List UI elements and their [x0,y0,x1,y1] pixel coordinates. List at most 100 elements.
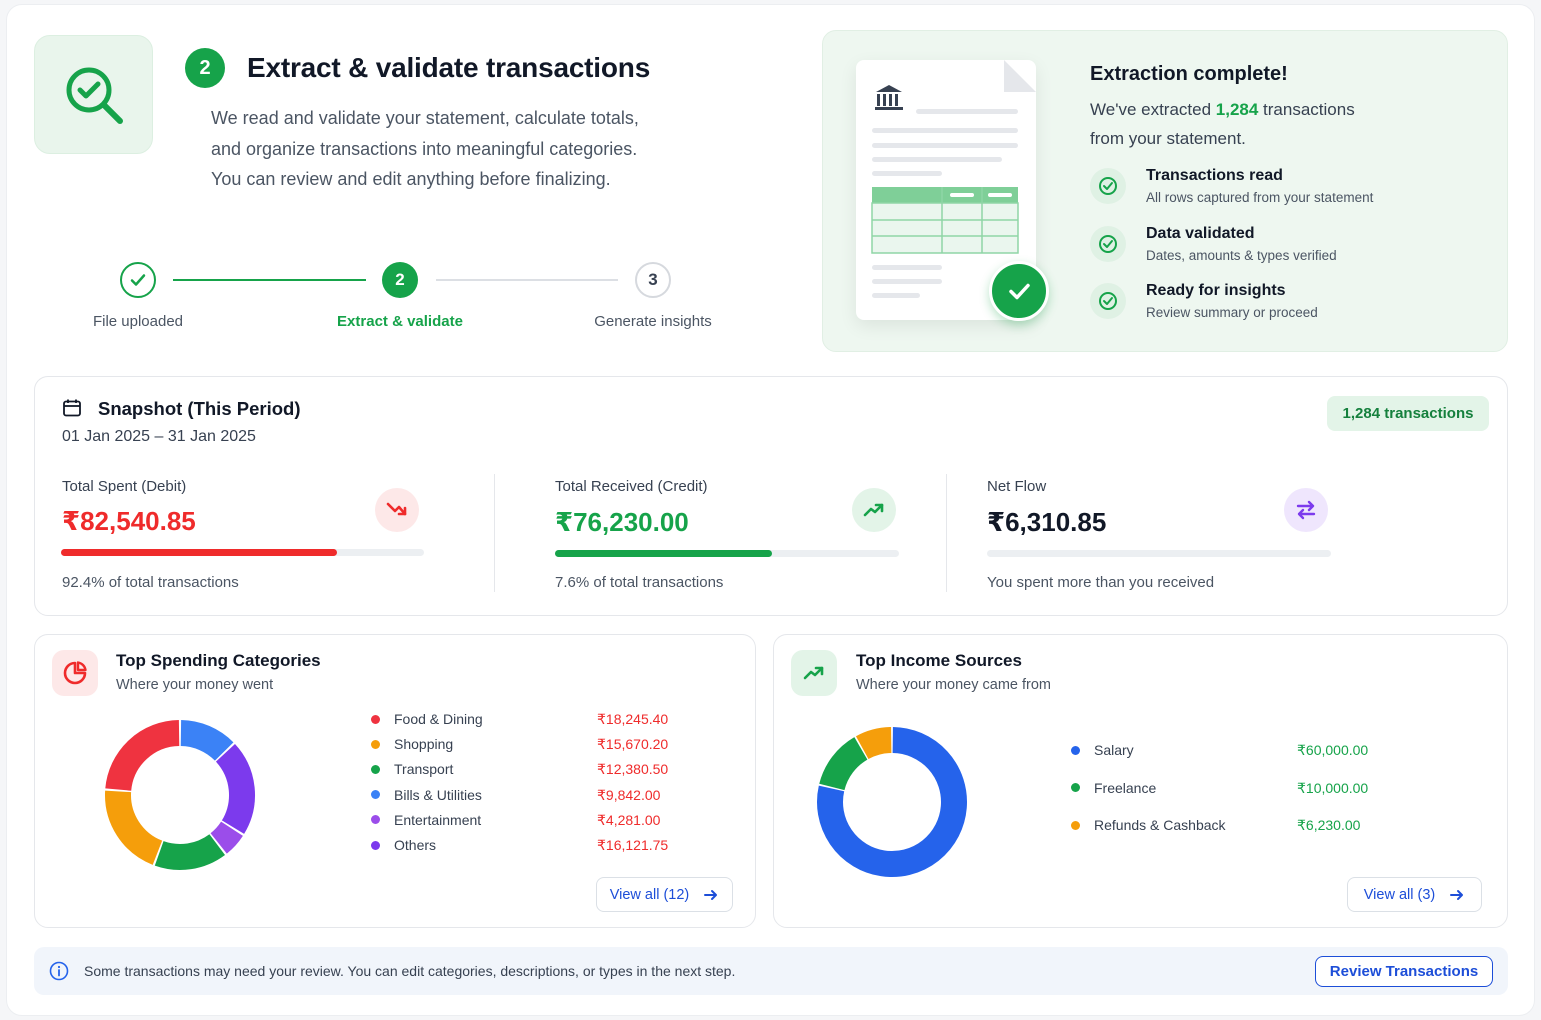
metric-label-received: Total Received (Credit) [555,478,708,495]
progress-fill-received [555,550,772,557]
donut-slice-transport [154,833,226,870]
snapshot-title: Snapshot (This Period) [98,398,301,419]
check-title: Ready for insights [1146,282,1286,299]
stepper-step-insights[interactable]: 3 [635,262,671,298]
divider [946,474,947,592]
view-all-label: View all (12) [609,886,690,903]
extraction-success-badge [989,261,1049,321]
snapshot-date-range: 01 Jan 2025 – 31 Jan 2025 [62,428,256,445]
stepper-label-insights: Generate insights [594,313,712,330]
check-circle-icon [1090,226,1126,262]
review-info-text: Some transactions may need your review. … [84,963,736,979]
legend-label: Transport [394,761,454,778]
legend-item: Shopping [371,736,453,752]
stepper-step-extract[interactable]: 2 [382,262,418,298]
stepper-step-file-uploaded[interactable] [120,262,156,298]
summary-prefix: We've extracted [1090,100,1216,119]
income-title: Top Income Sources [856,651,1022,670]
legend-label: Salary [1094,742,1134,758]
donut-slice-food-dining [105,720,180,792]
income-subtitle: Where your money came from [856,677,1052,693]
legend-dot [1071,820,1080,830]
trend-up-icon [852,488,896,532]
check-circle-icon [1090,283,1126,319]
check-icon [130,274,146,286]
donut-slice-entertainment [210,821,243,854]
spending-subtitle: Where your money went [116,677,274,693]
legend-item: Transport [371,761,453,777]
metric-sub-netflow: You spent more than you received [987,574,1215,591]
spending-view-all-button[interactable]: View all (12) [596,877,733,912]
metric-value-spent: ₹82,540.85 [62,506,196,536]
summary-line2: from your statement. [1090,128,1246,148]
check-sub: Dates, amounts & types verified [1146,248,1337,263]
swap-icon [1284,488,1328,532]
legend-label: Others [394,837,437,853]
metric-sub-spent: 92.4% of total transactions [62,574,239,591]
stepper-line-pending [436,279,618,281]
arrow-right-icon [1450,889,1464,900]
divider [494,474,495,592]
legend-amount: ₹9,842.00 [597,786,661,803]
check-item-ready-for-insights: Ready for insights Review summary or pro… [1146,282,1318,320]
legend-dot [371,714,380,724]
info-icon [49,961,69,981]
legend-amount: ₹18,245.40 [597,711,669,727]
metric-sub-received: 7.6% of total transactions [555,574,724,591]
progress-received [555,550,899,557]
legend-label: Bills & Utilities [394,786,482,803]
donut-slice-freelance [819,737,868,791]
check-sub: Review summary or proceed [1146,305,1318,320]
legend-amount: ₹16,121.75 [597,837,669,853]
transactions-count-badge: 1,284 transactions [1327,396,1489,431]
legend-dot [371,790,380,800]
calendar-icon [63,399,81,417]
legend-amount: ₹4,281.00 [597,811,661,828]
snapshot-card [34,376,1508,616]
legend-item: Others [371,837,436,853]
legend-amount: ₹15,670.20 [597,736,669,753]
trend-up-icon [791,650,837,696]
description-line: and organize transactions into meaningfu… [211,138,638,159]
legend-amount: ₹6,230.00 [1297,817,1361,833]
step-number-badge: 2 [185,48,225,88]
summary-suffix: transactions [1258,100,1355,119]
review-transactions-button[interactable]: Review Transactions [1315,956,1493,987]
check-title: Data validated [1146,225,1255,242]
check-item-transactions-read: Transactions read All rows captured from… [1146,167,1373,205]
legend-dot [371,764,380,774]
check-icon [1009,283,1030,300]
check-sub: All rows captured from your statement [1146,190,1374,205]
legend-dot [1071,783,1080,792]
check-title: Transactions read [1146,167,1283,184]
legend-item: Freelance [1071,780,1156,796]
spending-title: Top Spending Categories [116,651,321,670]
legend-dot [371,840,380,850]
income-donut-chart [817,727,967,877]
legend-amount: ₹12,380.50 [597,761,669,778]
pie-chart-icon [52,650,98,696]
progress-fill-spent [61,549,337,556]
trend-down-icon [375,488,419,532]
check-item-data-validated: Data validated Dates, amounts & types ve… [1146,225,1337,263]
donut-slice-others [215,744,255,834]
donut-slice-salary [817,727,967,877]
check-circle-icon [1090,168,1126,204]
legend-label: Entertainment [394,811,482,828]
progress-spent [61,549,424,556]
income-view-all-button[interactable]: View all (3) [1347,877,1482,912]
legend-dot [371,739,380,749]
legend-amount: ₹10,000.00 [1297,779,1369,796]
stepper-line-done [173,279,366,281]
description-line: We read and validate your statement, cal… [211,108,639,128]
spending-donut-chart [105,720,255,870]
stepper-label-file-uploaded: File uploaded [92,313,184,330]
metric-value-received: ₹76,230.00 [555,507,689,537]
page-title: Extract & validate transactions [247,52,651,83]
document-icon [871,60,1036,298]
legend-amount: ₹60,000.00 [1297,742,1369,758]
progress-netflow [987,550,1331,557]
description-line: You can review and edit anything before … [211,169,611,189]
legend-dot [1071,745,1080,755]
view-all-label: View all (3) [1363,886,1436,903]
